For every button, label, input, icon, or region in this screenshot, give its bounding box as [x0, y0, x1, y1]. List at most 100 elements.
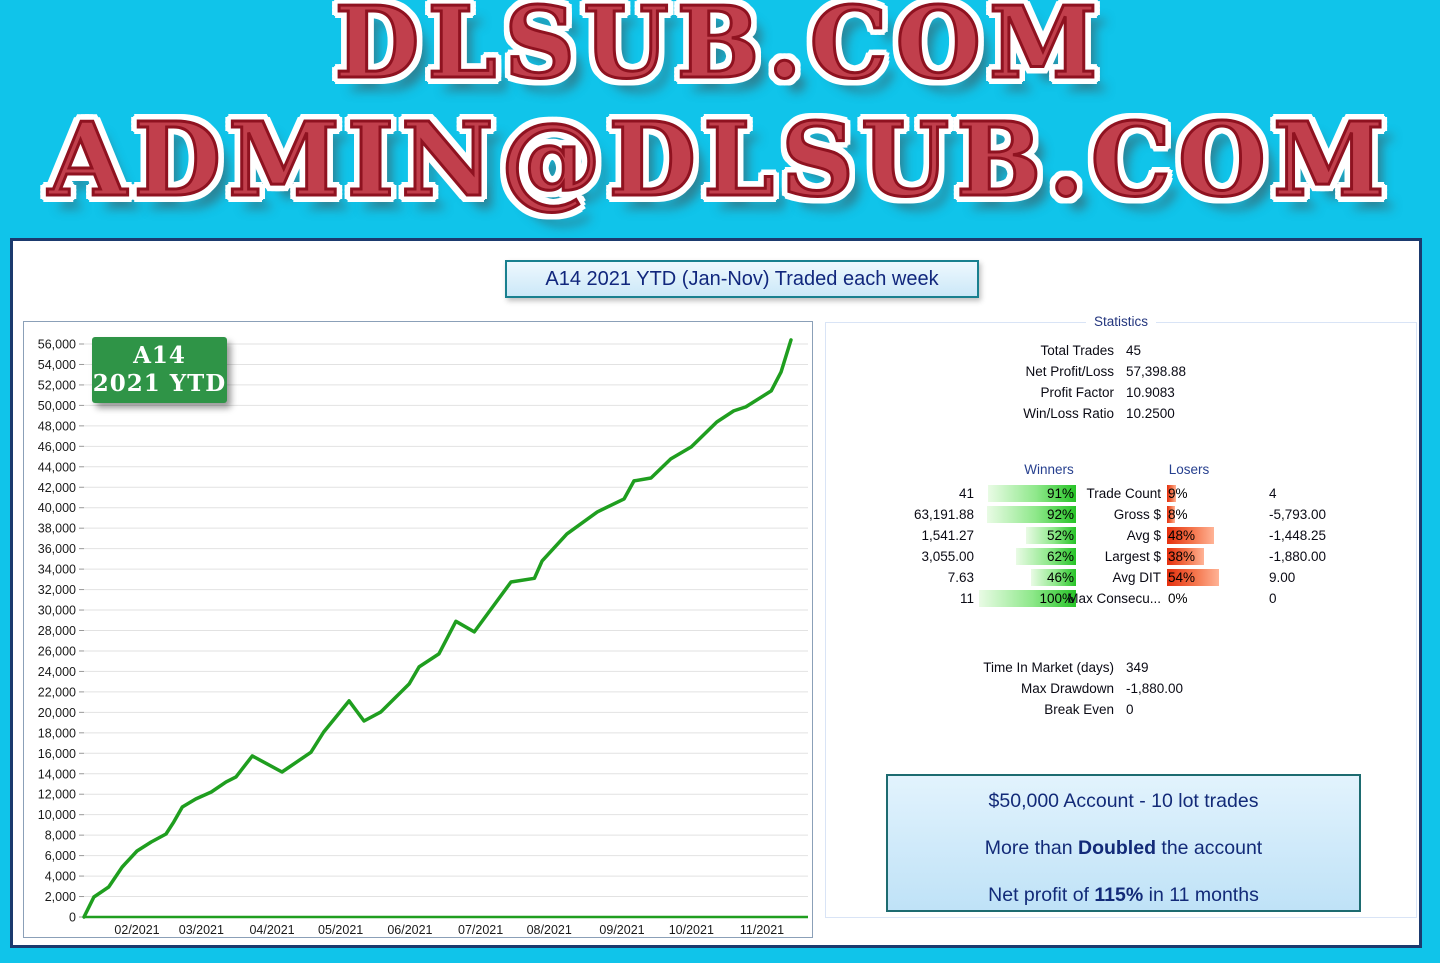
y-axis-label: 52,000	[38, 378, 76, 392]
winner-percent: 100%	[1039, 591, 1074, 606]
statistics-groupbox: Statistics Total Trades 45 Net Profit/Loss…	[825, 314, 1418, 918]
summary-stat-row-label: Net Profit/Loss	[1025, 364, 1114, 379]
comparison-row: 41 91% Trade Count 9% 4	[826, 483, 1418, 504]
extra-stat-row-value: 349	[1126, 660, 1149, 675]
account-line-3: Net profit of 115% in 11 months	[988, 884, 1259, 906]
loser-percent: 54%	[1168, 570, 1196, 585]
winner-percent: 92%	[1046, 507, 1074, 522]
x-axis-label: 08/2021	[527, 923, 572, 937]
y-axis-label: 48,000	[38, 419, 76, 433]
summary-stats: Total Trades 45 Net Profit/Loss 57,398.88 Pr…	[826, 340, 1418, 424]
winner-bar	[1015, 548, 1076, 565]
y-axis-label: 2,000	[45, 890, 76, 904]
summary-stat-row: Net Profit/Loss 57,398.88	[826, 361, 1418, 382]
y-axis-label: 4,000	[45, 870, 76, 884]
y-axis-label: 8,000	[45, 829, 76, 843]
loser-percent: 38%	[1168, 549, 1196, 564]
winner-percent: 52%	[1046, 528, 1074, 543]
winner-bar	[1025, 527, 1076, 544]
extra-stat-row-value: 0	[1126, 702, 1134, 717]
loser-percent: 9%	[1168, 486, 1188, 501]
x-axis-label: 06/2021	[387, 923, 432, 937]
y-axis-label: 6,000	[45, 849, 76, 863]
x-axis-label: 04/2021	[249, 923, 294, 937]
metric-label: Gross $	[1113, 507, 1161, 522]
loser-bar	[1167, 527, 1214, 544]
chart-badge-line2: 2021 YTD	[92, 370, 227, 397]
winner-value: 3,055.00	[921, 549, 974, 564]
summary-stat-row: Total Trades 45	[826, 340, 1418, 361]
comparison-row: 1,541.27 52% Avg $ 48% -1,448.25	[826, 525, 1418, 546]
y-axis-label: 0	[69, 911, 76, 925]
y-axis-label: 42,000	[38, 481, 76, 495]
winner-bar	[987, 485, 1076, 502]
equity-chart-panel: 0 2,000 4,000 6,000 8,000 10,000 12,000 14,000 1…	[23, 321, 813, 938]
loser-value: 0	[1269, 591, 1277, 606]
metric-label: Avg $	[1126, 528, 1161, 543]
extra-stats: Time In Market (days) 349 Max Drawdown -1,8…	[826, 657, 1418, 720]
metric-label: Largest $	[1104, 549, 1161, 564]
report-title: A14 2021 YTD (Jan-Nov) Traded each week	[505, 260, 979, 298]
x-axis-label: 10/2021	[669, 923, 714, 937]
y-axis-label: 18,000	[38, 726, 76, 740]
extra-stat-row: Time In Market (days) 349	[826, 657, 1418, 678]
loser-percent: 8%	[1168, 507, 1188, 522]
winner-percent: 91%	[1046, 486, 1074, 501]
x-axis-label: 03/2021	[179, 923, 224, 937]
y-axis-label: 32,000	[38, 583, 76, 597]
summary-stat-row-value: 45	[1126, 343, 1142, 358]
chart-badge-line1: A14	[133, 342, 186, 369]
loser-percent: 48%	[1168, 528, 1196, 543]
loser-value: -1,448.25	[1269, 528, 1327, 543]
y-axis-label: 22,000	[38, 685, 76, 699]
loser-bar	[1167, 485, 1176, 502]
account-summary-box: $50,000 Account - 10 lot trades More tha…	[886, 774, 1361, 912]
y-axis-label: 36,000	[38, 542, 76, 556]
winners-losers-table: 41 91% Trade Count 9% 4 63,191.88 92% Gross $ 8%…	[826, 483, 1418, 609]
y-axis-label: 54,000	[38, 358, 76, 372]
metric-label: Avg DIT	[1112, 570, 1161, 585]
winner-percent: 46%	[1046, 570, 1074, 585]
loser-value: 4	[1269, 486, 1277, 501]
winner-value: 1,541.27	[921, 528, 974, 543]
winner-percent: 62%	[1046, 549, 1074, 564]
y-axis-label: 50,000	[38, 399, 76, 413]
x-axis-label: 09/2021	[599, 923, 644, 937]
losers-column-header: Losers	[1168, 462, 1210, 477]
y-axis-label: 44,000	[38, 460, 76, 474]
metric-label: Trade Count	[1086, 486, 1161, 501]
winner-bar	[1031, 569, 1076, 586]
comparison-row: 11 100% Max Consecu... 0% 0	[826, 588, 1418, 609]
summary-stat-row-label: Win/Loss Ratio	[1023, 406, 1114, 421]
y-axis-label: 26,000	[38, 644, 76, 658]
loser-value: 9.00	[1269, 570, 1296, 585]
winner-bar	[986, 506, 1076, 523]
loser-percent: 0%	[1168, 591, 1188, 606]
loser-bar	[1167, 506, 1175, 523]
x-axis-label: 11/2021	[740, 923, 784, 937]
y-axis-label: 40,000	[38, 501, 76, 515]
y-axis-label: 56,000	[38, 338, 76, 352]
x-axis-label: 07/2021	[458, 923, 503, 937]
extra-stat-row-value: -1,880.00	[1126, 681, 1184, 696]
y-axis-label: 14,000	[38, 767, 76, 781]
comparison-row: 3,055.00 62% Largest $ 38% -1,880.00	[826, 546, 1418, 567]
comparison-row: 63,191.88 92% Gross $ 8% -5,793.00	[826, 504, 1418, 525]
extra-stat-row: Break Even 0	[826, 699, 1418, 720]
winner-value: 41	[958, 486, 974, 501]
account-line-1: $50,000 Account - 10 lot trades	[988, 790, 1259, 812]
report-panel: A14 2021 YTD (Jan-Nov) Traded each week …	[10, 238, 1422, 948]
x-axis-label: 02/2021	[114, 923, 159, 937]
comparison-row: 7.63 46% Avg DIT 54% 9.00	[826, 567, 1418, 588]
summary-stat-row-value: 10.9083	[1126, 385, 1175, 400]
y-axis-label: 28,000	[38, 624, 76, 638]
y-axis-label: 20,000	[38, 706, 76, 720]
equity-curve-line	[82, 338, 793, 919]
y-axis-label: 34,000	[38, 563, 76, 577]
loser-bar	[1167, 548, 1204, 565]
extra-stat-row: Max Drawdown -1,880.00	[826, 678, 1418, 699]
y-axis-label: 46,000	[38, 440, 76, 454]
winner-value: 11	[959, 591, 974, 606]
y-axis-label: 30,000	[38, 604, 76, 618]
y-axis-label: 10,000	[38, 808, 76, 822]
